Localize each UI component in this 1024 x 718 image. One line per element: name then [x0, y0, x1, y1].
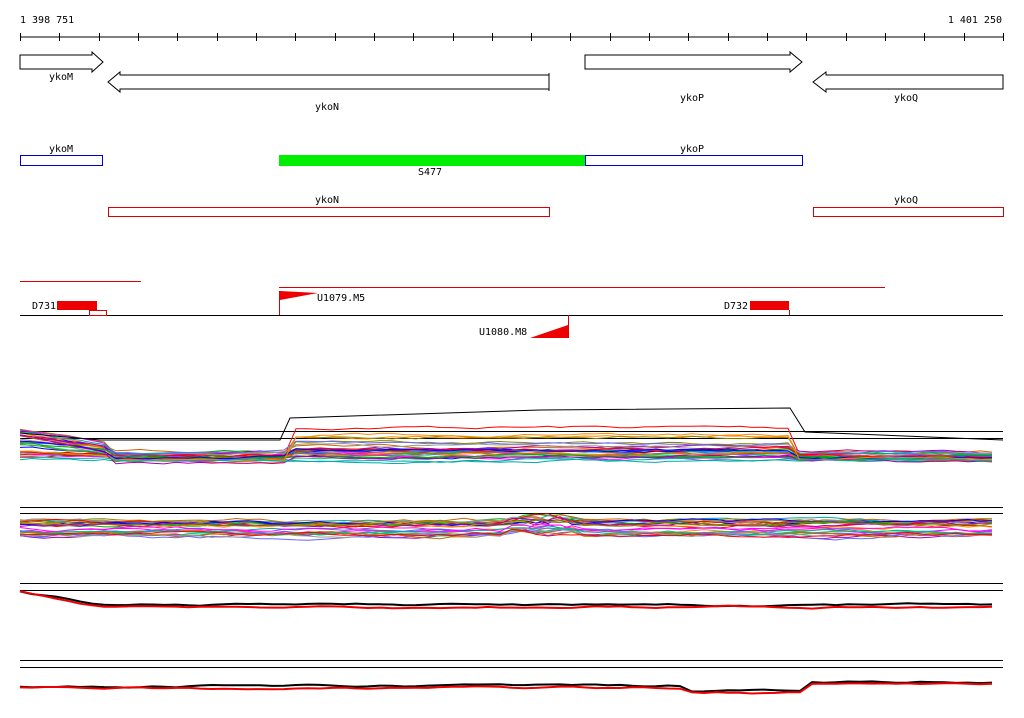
operon-box — [20, 155, 103, 166]
trace — [19, 517, 993, 530]
segment-box — [279, 155, 585, 166]
trace — [19, 519, 993, 527]
gene-arrows — [19, 50, 1004, 94]
feature-label: U1080.M8 — [479, 327, 527, 338]
feature-label: D732 — [724, 301, 748, 312]
expression-tracks — [19, 407, 1004, 695]
trace — [19, 442, 993, 458]
segment-label: S477 — [418, 167, 442, 178]
feature-block — [89, 310, 107, 316]
feature-marker — [280, 291, 318, 300]
trace — [19, 455, 993, 463]
trace — [19, 434, 993, 457]
trace — [19, 530, 993, 541]
track-frames — [20, 431, 1003, 668]
operon-box — [108, 207, 550, 217]
trace — [19, 407, 1004, 441]
gene-label: ykoQ — [894, 93, 918, 104]
trace — [19, 440, 993, 460]
trace — [19, 590, 993, 610]
feature-marker — [530, 325, 568, 338]
gene-arrow — [19, 50, 104, 74]
feature-label: D731 — [32, 301, 56, 312]
gene-label: ykoN — [315, 102, 339, 113]
operon-label: ykoN — [315, 195, 339, 206]
trace — [19, 590, 993, 608]
gene-label: ykoM — [49, 72, 73, 83]
trace — [19, 516, 993, 528]
trace — [19, 530, 992, 540]
feature-block — [57, 301, 97, 310]
trace — [19, 682, 993, 695]
ruler-start: 1 398 751 — [20, 15, 74, 26]
operon-label: ykoQ — [894, 195, 918, 206]
trace — [19, 528, 993, 538]
ruler: 1 398 751 1 401 250 — [20, 15, 1004, 41]
trace — [19, 524, 993, 533]
operon-label: ykoM — [49, 144, 73, 155]
operon-label: ykoP — [680, 144, 704, 155]
feature-label: U1079.M5 — [317, 293, 365, 304]
operon-box — [813, 207, 1004, 217]
operon-box — [585, 155, 803, 166]
gene-arrow — [812, 70, 1004, 94]
trace — [19, 516, 993, 525]
ruler-end: 1 401 250 — [948, 15, 1002, 26]
gene-arrow — [584, 50, 803, 74]
trace — [19, 680, 993, 693]
feature-block — [750, 301, 789, 310]
trace — [20, 440, 993, 455]
gene-label: ykoP — [680, 93, 704, 104]
trace — [19, 446, 993, 459]
gene-arrow — [107, 70, 550, 94]
